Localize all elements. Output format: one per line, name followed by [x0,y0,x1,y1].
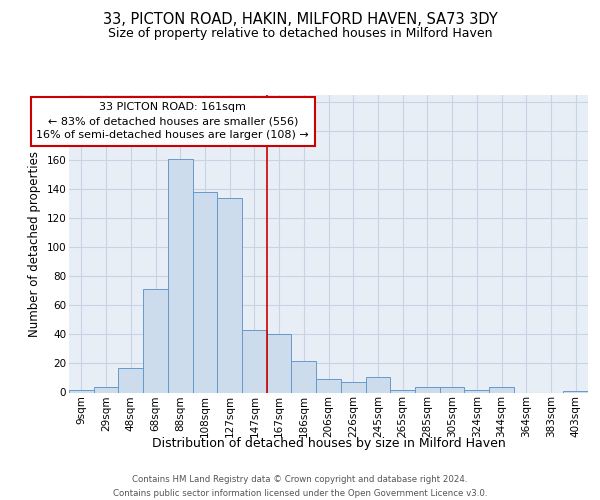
Bar [217,198,242,392]
Bar [440,386,464,392]
Bar [292,360,316,392]
Bar [316,380,341,392]
Bar [489,386,514,392]
Bar [390,390,415,392]
Bar [464,390,489,392]
Bar [365,376,390,392]
Bar [415,386,440,392]
Text: Contains HM Land Registry data © Crown copyright and database right 2024.
Contai: Contains HM Land Registry data © Crown c… [113,476,487,498]
Bar [118,368,143,392]
Bar [341,382,365,392]
Bar [168,159,193,392]
Text: 33 PICTON ROAD: 161sqm
← 83% of detached houses are smaller (556)
16% of semi-de: 33 PICTON ROAD: 161sqm ← 83% of detached… [37,102,309,141]
Bar [563,391,588,392]
Bar [242,330,267,392]
Bar [143,290,168,393]
Bar [94,386,118,392]
Text: Size of property relative to detached houses in Milford Haven: Size of property relative to detached ho… [108,28,492,40]
Text: Distribution of detached houses by size in Milford Haven: Distribution of detached houses by size … [152,438,506,450]
Y-axis label: Number of detached properties: Number of detached properties [28,151,41,337]
Text: 33, PICTON ROAD, HAKIN, MILFORD HAVEN, SA73 3DY: 33, PICTON ROAD, HAKIN, MILFORD HAVEN, S… [103,12,497,28]
Bar [193,192,217,392]
Bar [69,390,94,392]
Bar [267,334,292,392]
